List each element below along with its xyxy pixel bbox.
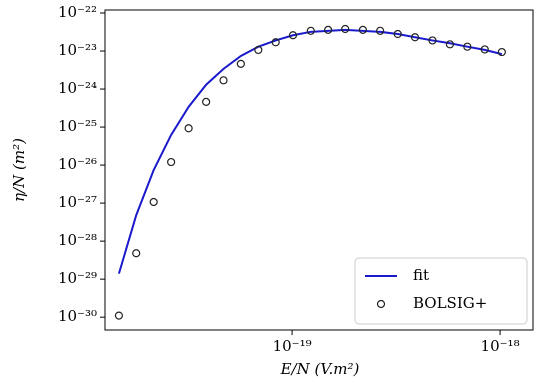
- data-point: [358, 25, 367, 34]
- data-point: [428, 36, 437, 45]
- y-tick-label: 10⁻²⁵: [58, 117, 97, 135]
- legend-label: BOLSIG+: [413, 294, 487, 312]
- x-tick-label: 10⁻¹⁸: [481, 337, 520, 355]
- y-tick-label: 10⁻²⁹: [58, 269, 97, 287]
- legend-label: fit: [413, 266, 429, 284]
- y-tick-label: 10⁻²⁴: [58, 79, 97, 97]
- x-axis-label: E/N (V.m²): [280, 360, 360, 378]
- x-tick-label: 10⁻¹⁹: [273, 337, 312, 355]
- y-tick-label: 10⁻²⁷: [58, 193, 97, 211]
- data-point: [324, 25, 333, 34]
- legend-box: [354, 257, 528, 325]
- data-point: [445, 40, 455, 49]
- y-tick-label: 10⁻²⁸: [58, 231, 97, 249]
- y-axis-label: η/N (m²): [10, 138, 28, 202]
- y-tick-label: 10⁻²³: [58, 41, 97, 59]
- data-point: [114, 311, 124, 320]
- data-point: [236, 59, 245, 68]
- fit-line: [117, 28, 503, 274]
- data-point: [184, 124, 193, 133]
- data-point: [219, 76, 228, 85]
- data-point: [288, 31, 298, 40]
- data-point: [341, 24, 350, 34]
- data-point: [480, 45, 489, 54]
- data-point: [167, 157, 176, 167]
- legend-marker: [376, 299, 386, 309]
- data-point: [497, 47, 506, 57]
- data-point: [410, 33, 420, 42]
- data-point: [149, 197, 158, 207]
- y-tick-label: 10⁻²⁶: [58, 155, 97, 173]
- data-point: [254, 45, 263, 55]
- data-point: [463, 42, 472, 51]
- data-point: [306, 26, 315, 35]
- data-point: [202, 97, 211, 106]
- data-point: [271, 38, 280, 47]
- y-tick-label: 10⁻²²: [58, 3, 97, 21]
- data-point: [132, 249, 141, 258]
- data-point: [376, 26, 385, 35]
- plot-frame: [104, 9, 534, 331]
- y-tick-label: 10⁻³⁰: [58, 307, 97, 325]
- data-point: [393, 29, 402, 39]
